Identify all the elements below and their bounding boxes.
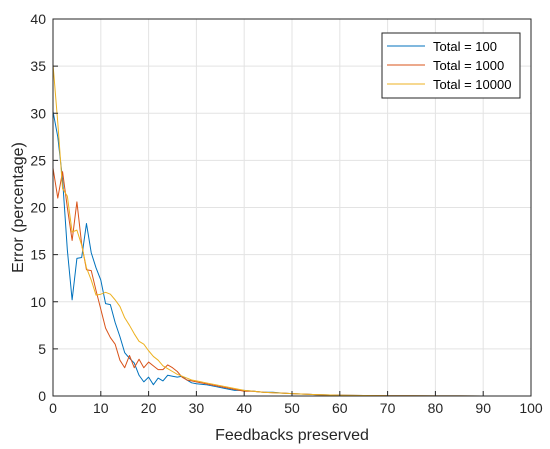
legend-label: Total = 1000 [433,58,504,73]
x-tick-label: 30 [189,400,205,416]
y-tick-label: 0 [38,388,46,404]
legend-label: Total = 10000 [433,77,511,92]
x-tick-label: 0 [49,400,57,416]
x-tick-label: 60 [332,400,348,416]
y-tick-label: 25 [30,152,46,168]
x-tick-label: 10 [93,400,109,416]
y-tick-label: 30 [30,105,46,121]
y-tick-label: 5 [38,341,46,357]
x-tick-label: 90 [475,400,491,416]
x-axis-label: Feedbacks preserved [215,427,369,444]
legend: Total = 100 Total = 1000 Total = 10000 [381,32,521,99]
y-tick-label: 20 [30,200,46,216]
y-tick-label: 10 [30,294,46,310]
y-tick-label: 35 [30,58,46,74]
x-tick-label: 20 [141,400,157,416]
series-lines [52,64,531,397]
series-line-3 [52,64,531,397]
y-tick-label: 40 [30,11,46,27]
axis-ticks: 0 10 20 30 40 50 60 70 80 90 100 0 5 10 15 20 25 30 35 40 [30,11,542,416]
x-tick-label: 50 [284,400,300,416]
y-tick-label: 15 [30,247,46,263]
x-tick-label: 100 [519,400,543,416]
x-tick-label: 40 [236,400,252,416]
y-axis-label: Error (percentage) [10,142,27,273]
x-tick-label: 80 [428,400,444,416]
x-tick-label: 70 [380,400,396,416]
legend-label: Total = 100 [433,39,497,54]
